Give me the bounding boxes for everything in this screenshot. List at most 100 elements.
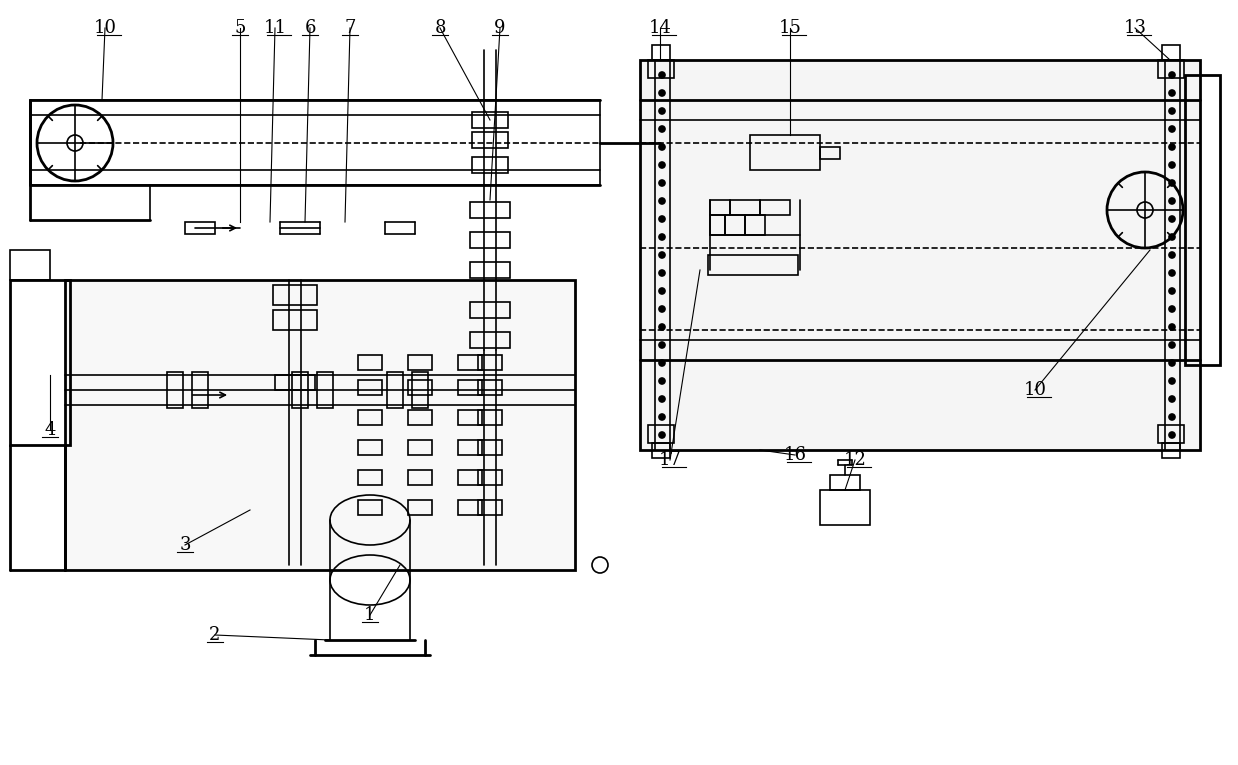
Bar	[458, 410, 482, 425]
Bar	[10, 250, 50, 280]
Bar	[647, 425, 673, 443]
Bar	[472, 132, 508, 148]
Bar	[472, 157, 508, 173]
Bar	[640, 60, 1200, 450]
Circle shape	[659, 324, 665, 330]
Bar	[458, 440, 482, 455]
Circle shape	[659, 180, 665, 186]
Bar	[274, 310, 317, 330]
Text: 2: 2	[209, 626, 220, 644]
Bar	[458, 355, 482, 370]
Bar	[820, 147, 841, 159]
Text: 7: 7	[344, 19, 355, 37]
Circle shape	[1169, 252, 1175, 258]
Bar	[760, 200, 790, 215]
Bar	[458, 470, 482, 485]
Bar	[192, 372, 208, 408]
Text: 6: 6	[305, 19, 316, 37]
Circle shape	[659, 306, 665, 312]
Bar	[470, 232, 510, 248]
Text: 17: 17	[659, 451, 681, 469]
Bar	[409, 410, 432, 425]
Bar	[1185, 75, 1219, 365]
Text: 14: 14	[649, 19, 671, 37]
Text: 1: 1	[364, 606, 376, 624]
Circle shape	[1169, 288, 1175, 294]
Circle shape	[659, 342, 665, 348]
Circle shape	[659, 414, 665, 420]
Bar	[652, 443, 670, 458]
Circle shape	[1169, 72, 1175, 78]
Circle shape	[659, 252, 665, 258]
Bar	[292, 372, 308, 408]
Bar	[470, 302, 510, 318]
Bar	[730, 200, 760, 215]
Bar	[478, 380, 501, 395]
Circle shape	[1169, 360, 1175, 366]
Circle shape	[1169, 126, 1175, 132]
Text: 10: 10	[1024, 381, 1046, 399]
Bar	[358, 355, 383, 370]
Text: 13: 13	[1124, 19, 1146, 37]
Bar	[387, 372, 404, 408]
Circle shape	[1169, 198, 1175, 204]
Text: 3: 3	[180, 536, 191, 554]
Bar	[409, 500, 432, 515]
Circle shape	[659, 360, 665, 366]
Bar	[478, 440, 501, 455]
Circle shape	[1169, 414, 1175, 420]
Bar	[358, 500, 383, 515]
Bar	[358, 440, 383, 455]
Bar	[711, 200, 730, 215]
Bar	[274, 285, 317, 305]
Bar	[409, 440, 432, 455]
Circle shape	[1169, 432, 1175, 438]
Circle shape	[659, 144, 665, 150]
Bar	[478, 500, 501, 515]
Bar	[711, 215, 725, 235]
Circle shape	[1169, 306, 1175, 312]
Bar	[10, 280, 71, 445]
Circle shape	[659, 162, 665, 168]
Bar	[725, 215, 745, 235]
Bar	[708, 255, 799, 275]
Circle shape	[659, 270, 665, 276]
Bar	[358, 380, 383, 395]
Circle shape	[659, 396, 665, 402]
Circle shape	[1169, 378, 1175, 384]
Circle shape	[659, 72, 665, 78]
Circle shape	[1169, 180, 1175, 186]
Bar	[1158, 425, 1184, 443]
Circle shape	[659, 288, 665, 294]
Bar	[458, 500, 482, 515]
Circle shape	[1169, 270, 1175, 276]
Text: 4: 4	[45, 421, 56, 439]
Circle shape	[659, 432, 665, 438]
Bar	[820, 490, 870, 525]
Text: 5: 5	[234, 19, 245, 37]
Text: 9: 9	[494, 19, 506, 37]
Bar	[829, 475, 860, 490]
Bar	[317, 372, 333, 408]
Circle shape	[659, 198, 665, 204]
Bar	[184, 222, 215, 234]
Bar	[472, 112, 508, 128]
Bar	[652, 45, 670, 60]
Text: 12: 12	[843, 451, 867, 469]
Text: 11: 11	[264, 19, 286, 37]
Bar	[1158, 60, 1184, 78]
Circle shape	[1169, 144, 1175, 150]
Bar	[470, 332, 510, 348]
Bar	[470, 262, 510, 278]
Bar	[458, 380, 482, 395]
Text: 10: 10	[94, 19, 116, 37]
Circle shape	[1169, 234, 1175, 240]
Bar	[409, 470, 432, 485]
Circle shape	[1169, 216, 1175, 222]
Text: 15: 15	[779, 19, 801, 37]
Bar	[358, 410, 383, 425]
Bar	[470, 202, 510, 218]
Bar	[1162, 443, 1180, 458]
Circle shape	[659, 216, 665, 222]
Bar	[30, 100, 600, 185]
